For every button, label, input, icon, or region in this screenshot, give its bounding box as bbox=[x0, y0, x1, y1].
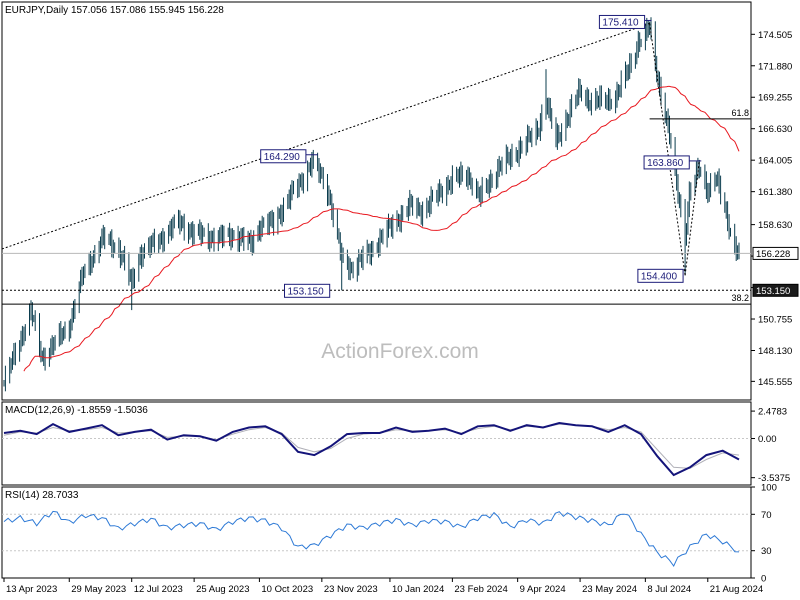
fib-label: 61.8 bbox=[731, 108, 749, 118]
annotation-label: 175.410 bbox=[602, 17, 639, 28]
rsi-tick-label: 70 bbox=[761, 510, 772, 521]
x-tick-label: 9 Apr 2024 bbox=[520, 584, 566, 595]
x-tick-label: 29 May 2023 bbox=[71, 584, 126, 595]
support-price-box-label: 153.150 bbox=[756, 286, 790, 297]
macd-label: MACD(12,26,9) -1.8559 -1.5036 bbox=[5, 405, 148, 416]
x-tick-label: 13 Apr 2023 bbox=[6, 584, 57, 595]
ohlc-bars bbox=[3, 17, 740, 392]
watermark: ActionForex.com bbox=[321, 340, 479, 363]
rsi-line bbox=[3, 510, 740, 567]
annotation-box bbox=[260, 149, 307, 164]
macd-tick-label: 0.00 bbox=[758, 434, 777, 445]
swing-connector bbox=[684, 161, 700, 276]
price-annotation: 154.400 bbox=[637, 268, 684, 283]
macd-tick-label: 2.4783 bbox=[758, 407, 787, 418]
fib-label: 38.2 bbox=[731, 293, 749, 303]
price-frame bbox=[1, 1, 752, 401]
macd-tick-label: -3.5375 bbox=[758, 473, 790, 484]
rsi-tick-label: 30 bbox=[761, 546, 772, 557]
price-panel: 175.410 164.290 163.860 154.400 153.150 61.8 3… bbox=[1, 1, 752, 401]
x-tick-label: 23 Nov 2023 bbox=[324, 584, 378, 595]
annotation-box bbox=[284, 283, 331, 298]
rsi-label: RSI(14) 28.7033 bbox=[5, 490, 79, 501]
y-tick-label: 169.255 bbox=[758, 93, 792, 104]
rsi-panel: RSI(14) 28.7033 bbox=[1, 486, 752, 579]
last-price-box bbox=[752, 246, 799, 260]
annotation-box bbox=[637, 268, 684, 283]
y-tick-label: 166.630 bbox=[758, 124, 792, 135]
axes-layer: 174.505 171.880 169.255 166.630 164.005 161.3… bbox=[3, 30, 799, 595]
last-price-box-label: 156.228 bbox=[756, 249, 790, 260]
x-tick-label: 12 Jul 2023 bbox=[134, 584, 183, 595]
macd-line bbox=[3, 421, 740, 477]
x-tick-label: 10 Jan 2024 bbox=[392, 584, 444, 595]
y-tick-label: 164.005 bbox=[758, 156, 792, 167]
y-tick-label: 171.880 bbox=[758, 61, 792, 72]
rsi-frame bbox=[1, 486, 752, 579]
chart-header: EURJPY,Daily 157.056 157.086 155.945 156… bbox=[5, 5, 224, 16]
moving-average-line bbox=[23, 85, 740, 372]
price-annotation: 164.290 bbox=[260, 149, 307, 164]
rsi-tick-label: 100 bbox=[761, 483, 777, 494]
price-annotation: 163.860 bbox=[643, 155, 690, 170]
x-tick-label: 8 Jul 2024 bbox=[647, 584, 691, 595]
annotation-label: 153.150 bbox=[288, 286, 325, 297]
rsi-tick-label: 0 bbox=[761, 574, 766, 585]
x-tick-label: 23 May 2024 bbox=[582, 584, 637, 595]
y-tick-label: 161.380 bbox=[758, 187, 792, 198]
x-tick-label: 21 Aug 2024 bbox=[710, 584, 763, 595]
annotation-label: 164.290 bbox=[264, 152, 301, 163]
macd-frame bbox=[1, 401, 752, 486]
y-tick-label: 145.555 bbox=[758, 377, 792, 388]
annotation-box bbox=[598, 14, 646, 29]
annotation-label: 154.400 bbox=[641, 271, 678, 282]
macd-panel: MACD(12,26,9) -1.8559 -1.5036 bbox=[1, 401, 752, 486]
annotation-label: 163.860 bbox=[647, 158, 684, 169]
y-tick-label: 158.630 bbox=[758, 220, 792, 231]
price-annotation: 175.410 bbox=[598, 14, 646, 29]
support-price-box bbox=[752, 283, 799, 297]
annotation-box bbox=[643, 155, 690, 170]
x-tick-label: 25 Aug 2023 bbox=[196, 584, 249, 595]
y-tick-label: 148.130 bbox=[758, 346, 792, 357]
y-tick-label: 150.755 bbox=[758, 315, 792, 326]
x-tick-label: 10 Oct 2023 bbox=[261, 584, 313, 595]
y-tick-label: 174.505 bbox=[758, 30, 792, 41]
x-tick-label: 23 Feb 2024 bbox=[454, 584, 507, 595]
price-annotation: 153.150 bbox=[284, 283, 331, 298]
